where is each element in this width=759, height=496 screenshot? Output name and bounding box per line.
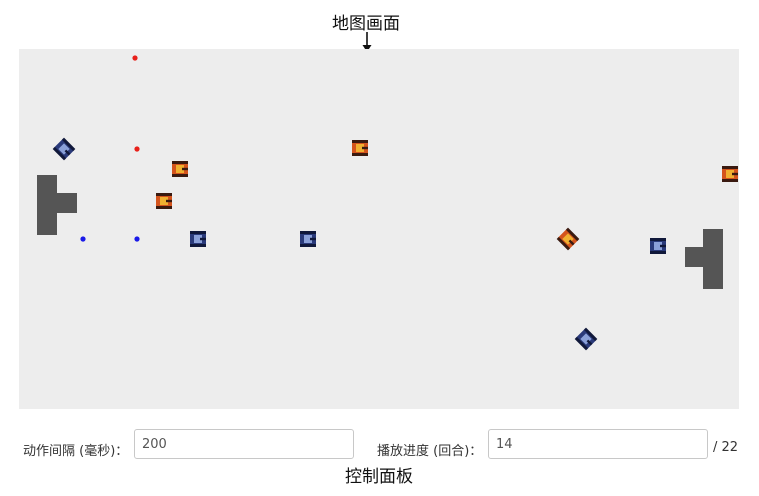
blue-bullet-dot [134,236,140,242]
red-tank-icon [722,166,738,182]
blue-bullet-dot [80,236,86,242]
control-panel: 动作间隔 (毫秒)： 播放进度 (回合)： / 22 [0,429,759,461]
blue-tank-icon [300,231,316,247]
game-map[interactable] [19,49,739,409]
red-tank-icon [352,140,368,156]
blue-tank-icon [574,327,598,351]
map-annotation: 地图画面 [332,14,400,34]
wall-left-arm [57,193,77,213]
wall-right-arm [685,247,705,267]
blue-tank-icon [52,137,76,161]
blue-tank-icon [190,231,206,247]
arrow-down-icon [362,32,372,52]
red-bullet-dot [132,55,138,61]
map-canvas [37,55,738,351]
red-tank-icon [556,227,580,251]
total-rounds: / 22 [713,440,739,455]
wall-right [703,229,723,289]
control-panel-annotation: 控制面板 [345,467,413,487]
interval-label: 动作间隔 (毫秒)： [23,444,129,459]
red-bullet-dot [134,146,140,152]
progress-input[interactable] [488,429,708,459]
red-tank-icon [156,193,172,209]
blue-tank-icon [650,238,666,254]
interval-input[interactable] [134,429,354,459]
wall-left [37,175,57,235]
red-tank-icon [172,161,188,177]
progress-label: 播放进度 (回合)： [377,444,483,459]
